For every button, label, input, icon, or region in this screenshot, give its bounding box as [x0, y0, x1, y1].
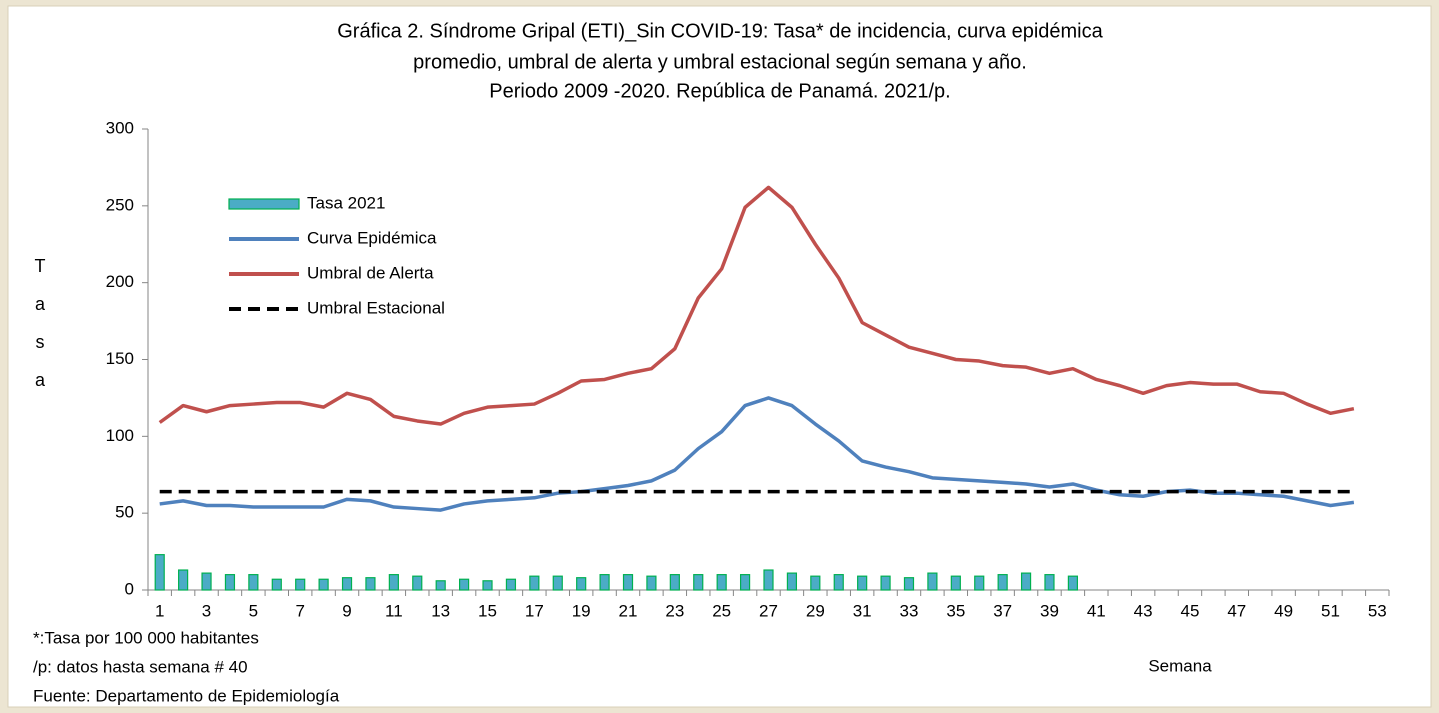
x-tick-label: 39 — [1040, 601, 1059, 620]
x-tick-label: 3 — [202, 601, 211, 620]
bar — [482, 580, 493, 591]
bar — [950, 575, 961, 591]
bar — [459, 578, 470, 591]
x-axis-label: Semana — [1148, 656, 1212, 675]
bar — [622, 574, 634, 591]
x-tick-label: 49 — [1274, 601, 1293, 620]
x-tick-label: 7 — [295, 601, 304, 620]
bar — [997, 574, 1008, 591]
y-tick-label: 50 — [115, 503, 134, 522]
chart-title: Periodo 2009 -2020. República de Panamá.… — [489, 80, 950, 102]
legend-label: Umbral de Alerta — [307, 263, 434, 282]
bar — [903, 577, 915, 591]
x-tick-label: 17 — [525, 601, 544, 620]
bar — [1020, 572, 1032, 591]
x-tick-label: 19 — [572, 601, 591, 620]
y-tick-label: 200 — [106, 272, 134, 291]
x-tick-label: 35 — [946, 601, 965, 620]
bar — [646, 575, 657, 591]
bar — [435, 580, 446, 591]
y-tick-label: 300 — [106, 118, 134, 137]
bar — [1067, 575, 1078, 591]
x-tick-label: 25 — [712, 601, 731, 620]
bar — [833, 574, 844, 591]
y-tick-label: 100 — [106, 426, 134, 445]
x-tick-label: 33 — [900, 601, 919, 620]
note: /p: datos hasta semana # 40 — [33, 657, 248, 676]
x-tick-label: 37 — [993, 601, 1012, 620]
bar — [576, 577, 587, 591]
legend-swatch — [228, 198, 300, 210]
x-tick-label: 45 — [1181, 601, 1200, 620]
bar — [669, 574, 680, 591]
x-tick-label: 51 — [1321, 601, 1340, 620]
line — [158, 185, 1355, 426]
bar — [295, 578, 306, 591]
x-tick-label: 53 — [1368, 601, 1387, 620]
bar — [412, 575, 423, 591]
y-axis-label: Tasa — [30, 256, 50, 408]
x-tick-label: 13 — [431, 601, 450, 620]
bar — [880, 575, 891, 591]
note: Fuente: Departamento de Epidemiología — [33, 686, 340, 705]
bar — [974, 575, 985, 591]
legend-label: Umbral Estacional — [307, 298, 445, 317]
bar — [318, 578, 329, 591]
x-tick-label: 21 — [619, 601, 638, 620]
bar — [786, 572, 798, 591]
y-tick-label: 0 — [125, 579, 134, 598]
bar — [763, 569, 774, 591]
bar — [248, 574, 259, 591]
y-tick-label: 250 — [106, 195, 134, 214]
x-tick-label: 1 — [155, 601, 164, 620]
legend-label: Tasa 2021 — [307, 193, 385, 212]
chart-title: Gráfica 2. Síndrome Gripal (ETI)_Sin COV… — [337, 20, 1103, 42]
x-tick-label: 31 — [853, 601, 872, 620]
bar — [271, 578, 282, 591]
bar — [341, 577, 353, 591]
x-tick-label: 41 — [1087, 601, 1106, 620]
legend-label: Curva Epidémica — [307, 228, 437, 247]
bar — [178, 569, 189, 591]
bar — [552, 575, 563, 591]
x-tick-label: 11 — [385, 601, 403, 620]
chart-title: promedio, umbral de alerta y umbral esta… — [413, 51, 1027, 73]
bar — [388, 574, 399, 591]
bar — [857, 575, 868, 591]
x-tick-label: 9 — [342, 601, 351, 620]
y-tick-label: 150 — [106, 349, 134, 368]
bar — [599, 574, 610, 591]
x-tick-label: 23 — [665, 601, 684, 620]
bar — [529, 575, 540, 591]
x-tick-label: 43 — [1134, 601, 1153, 620]
bar — [365, 577, 376, 591]
x-tick-label: 47 — [1227, 601, 1246, 620]
x-tick-label: 27 — [759, 601, 778, 620]
bar — [1044, 574, 1055, 591]
line — [159, 396, 1355, 512]
bar — [716, 574, 727, 591]
note: *:Tasa por 100 000 habitantes — [33, 628, 259, 647]
bar — [739, 574, 751, 591]
x-tick-label: 5 — [249, 601, 258, 620]
bar — [505, 578, 517, 591]
bar — [154, 554, 165, 591]
x-tick-label: 15 — [478, 601, 497, 620]
bar — [201, 572, 212, 591]
bar — [927, 572, 938, 591]
bar — [810, 575, 821, 591]
x-tick-label: 29 — [806, 601, 825, 620]
bar — [693, 574, 704, 591]
bar — [224, 574, 236, 591]
